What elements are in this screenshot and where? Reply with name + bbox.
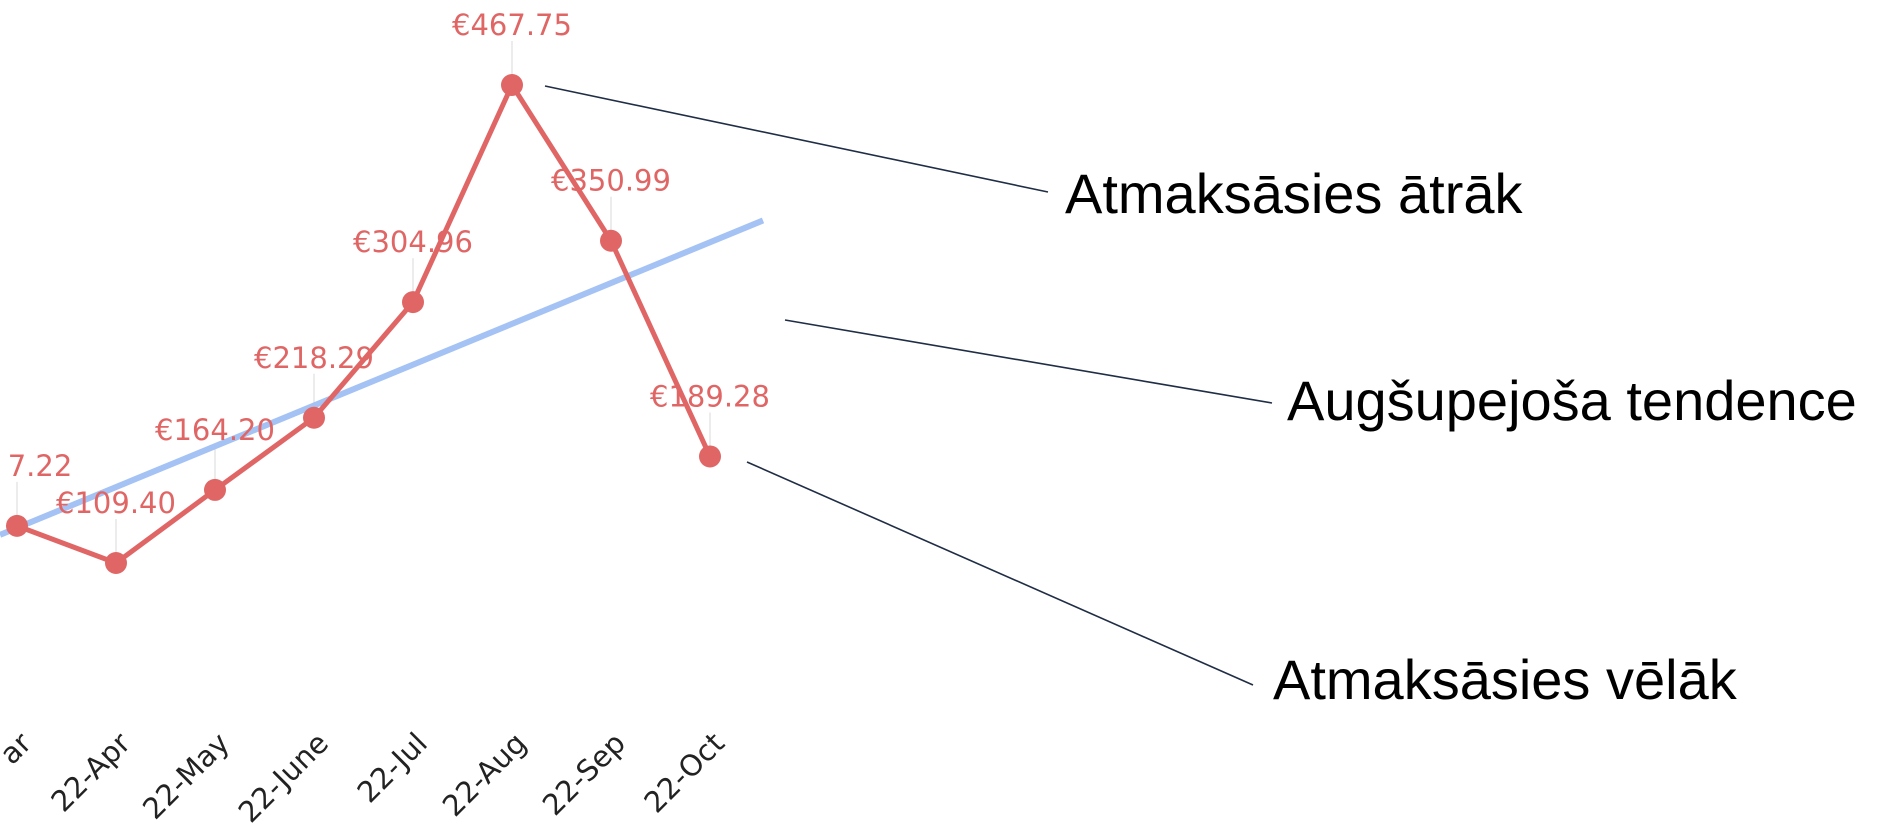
x-tick-label: 22-May	[136, 726, 236, 824]
data-label: €189.28	[650, 379, 770, 413]
callout-line-trend	[784, 319, 1273, 404]
series-line	[16, 82, 713, 566]
callout-text-later: Atmaksāsies vēlāk	[1273, 648, 1738, 711]
data-point	[303, 406, 325, 429]
x-tick-label: 22-June	[232, 726, 335, 824]
value-leader-lines	[16, 41, 711, 553]
x-tick-label: 22-Sep	[536, 726, 632, 822]
callout-text-faster: Atmaksāsies ātrāk	[1065, 162, 1523, 225]
x-tick-label: 22-Jul	[351, 726, 434, 809]
data-point	[204, 478, 226, 501]
x-tick-label: ar	[0, 726, 38, 771]
x-tick-label: 22-Apr	[44, 726, 137, 819]
data-label: €164.20	[155, 413, 275, 447]
data-point	[6, 514, 28, 537]
callout-text-trend: Augšupejoša tendence	[1287, 369, 1857, 432]
data-point	[501, 74, 523, 96]
data-label: €467.75	[452, 8, 572, 42]
data-label: €304.96	[353, 225, 473, 259]
trendline	[0, 217, 765, 538]
x-tick-label: 22-Oct	[637, 726, 731, 820]
callout-line-faster	[544, 85, 1049, 193]
data-point	[105, 552, 127, 574]
data-point	[600, 229, 622, 252]
callouts: Atmaksāsies ātrāk Augšupejoša tendence A…	[544, 85, 1857, 711]
data-point	[699, 445, 721, 468]
x-tick-label: 22-Aug	[436, 726, 533, 823]
data-label: 7.22	[8, 449, 73, 483]
data-label: €350.99	[551, 164, 671, 198]
data-points	[6, 74, 721, 574]
data-label: €109.40	[56, 486, 176, 520]
data-point	[402, 291, 424, 314]
data-labels: 7.22€109.40 €164.20 €218.29 €304.96 €467.75 €…	[8, 8, 770, 520]
callout-line-later	[746, 461, 1254, 686]
data-label: €218.29	[254, 341, 374, 375]
